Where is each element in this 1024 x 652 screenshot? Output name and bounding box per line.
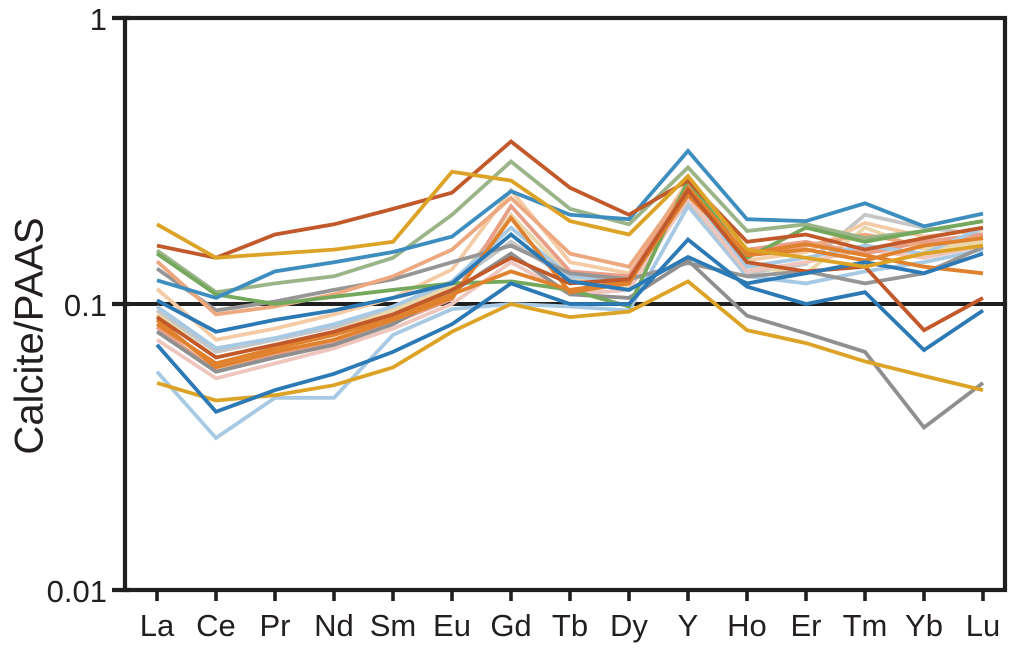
- x-tick-label: Tm: [843, 608, 888, 643]
- series-line: [155, 176, 984, 309]
- x-tick-label: Gd: [490, 608, 531, 643]
- series-line: [156, 139, 984, 260]
- x-tick-label: Yb: [905, 608, 943, 643]
- x-tick-label: Sm: [370, 608, 417, 643]
- series-line: [156, 169, 984, 269]
- x-tick-label: Pr: [260, 608, 291, 643]
- x-tick-label: Tb: [552, 608, 588, 643]
- y-tick-label: 1: [90, 2, 107, 37]
- series-line: [155, 243, 984, 313]
- x-tick-label: Y: [678, 608, 699, 643]
- series-line: [156, 232, 984, 334]
- series-line: [156, 279, 984, 403]
- x-tick-label: La: [140, 608, 175, 643]
- y-tick-label: 0.01: [47, 574, 107, 609]
- x-tick-label: Nd: [314, 608, 354, 643]
- x-tick-label: Ce: [196, 608, 236, 643]
- series-line: [155, 187, 984, 360]
- x-tick-label: Lu: [966, 608, 1000, 643]
- series-line: [155, 237, 985, 415]
- y-tick-label: 0.1: [64, 288, 107, 323]
- x-tick-label: Ho: [727, 608, 767, 643]
- x-tick-label: Er: [791, 608, 822, 643]
- series-line: [155, 184, 984, 370]
- series-line: [155, 159, 984, 295]
- x-tick-label: Eu: [433, 608, 471, 643]
- series-line: [155, 202, 984, 441]
- series-line: [155, 251, 985, 431]
- x-tick-label: Dy: [610, 608, 648, 643]
- series-line: [156, 147, 984, 300]
